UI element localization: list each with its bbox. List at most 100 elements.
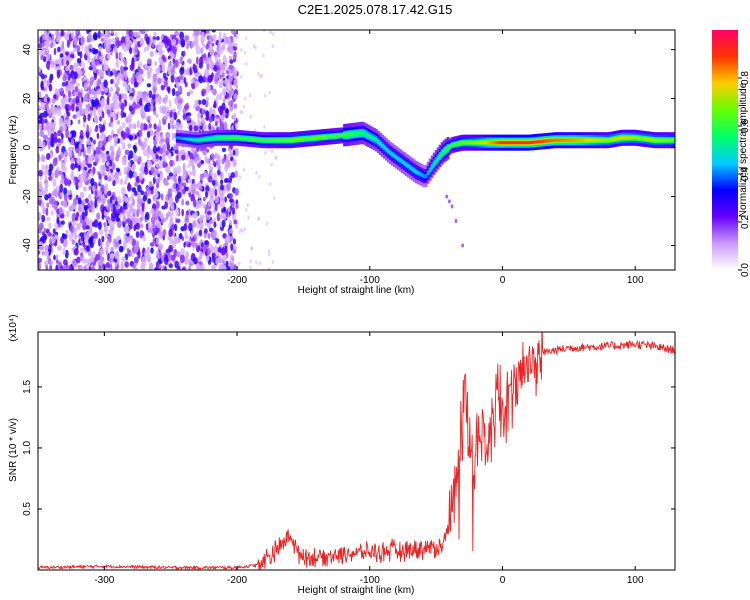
spectrogram-noise-cell [91,264,95,270]
spectrogram-noise-cell [126,217,131,225]
spectrogram-noise-cell [257,71,260,76]
spectrogram-noise-cell [156,146,160,152]
spectrogram-ridge-cell [623,136,627,140]
spectrogram-ridge-cell [428,167,432,172]
spectrogram-noise-cell [170,254,176,261]
spectrogram-noise-cell [206,215,211,220]
spectrogram-noise-cell [146,83,152,88]
spectrogram-ridge-cell [373,137,376,142]
spectrogram-noise-cell [109,51,113,56]
spectrogram-noise-cell [41,42,45,48]
spectrogram-noise-cell [136,202,141,212]
spectrogram-noise-cell [55,234,58,240]
spectrogram-noise-cell [155,207,159,216]
spectrogram-ridge-cell [442,149,446,154]
spectrogram-noise-cell [65,229,69,236]
spectrogram-noise-cell [77,91,83,98]
spectrogram-noise-cell [79,50,83,59]
spectrogram-noise-cell [212,88,217,96]
spectrogram-noise-cell [155,113,159,119]
spectrogram-noise-cell [111,37,116,44]
spectrogram-noise-cell [266,221,269,226]
spectrogram-noise-cell [207,247,211,256]
spectrogram-noise-cell [215,238,220,244]
spectrogram-noise-cell [99,247,105,256]
spectrogram-noise-cell [134,43,139,53]
spectrogram-noise-cell [158,65,161,73]
spectrogram-noise-cell [209,49,214,56]
spectrogram-noise-cell [193,30,199,37]
spectrogram-noise-cell [105,262,110,269]
spectrogram-ridge-cell [285,138,289,142]
spectrogram-noise-cell [62,233,66,238]
snr-frame [37,331,676,571]
spectrogram-streak-cell [454,219,458,224]
spectrogram-noise-cell [185,200,190,206]
spectrogram-ridge-cell [615,137,619,141]
spectrogram-noise-cell [83,114,87,123]
spectrogram-noise-cell [190,230,194,239]
spectrogram-noise-cell [183,223,188,231]
spectrogram-noise-cell [48,192,52,198]
spectrogram-noise-cell [210,171,214,177]
spectrogram-noise-cell [122,142,126,150]
spectrogram-ridge-cell [175,136,179,140]
spectrogram-noise-cell [74,161,78,168]
spectrogram-noise-cell [214,152,218,158]
spectrogram-noise-cell [189,124,193,132]
spectrogram-noise-cell [186,91,191,97]
spectrogram-noise-cell [94,199,97,209]
spectrogram-noise-cell [138,172,143,181]
spectrogram-ridge-cell [649,138,653,142]
spectrogram-noise-cell [147,144,151,154]
spectrogram-ridge-cell [199,138,203,142]
spectrogram-noise-cell [41,214,46,223]
spectrogram-ridge-cell [245,137,249,141]
spectrogram-noise-cell [129,64,135,71]
spectrogram-noise-cell [216,93,220,101]
spectrogram-noise-cell [127,154,131,161]
spectrogram-noise-cell [38,257,42,263]
spectrogram-noise-cell [271,44,275,49]
spectrogram-noise-cell [47,63,50,71]
spectrogram-noise-cell [101,97,105,106]
spectrogram-noise-cell [229,198,234,203]
spectrogram-noise-cell [108,122,112,128]
spectrogram-noise-cell [75,82,80,87]
spectrogram-noise-cell [211,188,215,197]
spectrogram-ridge-cell [524,141,528,145]
spectrogram-noise-cell [110,246,114,252]
spectrogram-noise-cell [144,137,148,142]
spectrogram-noise-cell [129,235,133,245]
spectrogram-noise-cell [125,234,130,244]
snr-data [38,332,675,570]
spectrogram-ridge-cell [237,136,241,140]
spectrogram-noise-cell [166,142,171,151]
spectrogram-noise-cell [80,108,85,114]
spectrogram-noise-cell [208,115,213,123]
spectrogram-noise-cell [92,32,98,41]
spectrogram-noise-cell [86,55,91,64]
spectrogram-noise-cell [129,220,133,230]
spectrogram-ridge-cell [359,131,362,136]
spectrogram-noise-cell [208,175,213,183]
spectrogram-noise-cell [169,159,174,167]
spectrogram-noise-cell [88,237,93,244]
spectrogram-noise-cell [101,197,106,205]
spectrogram-noise-cell [77,204,83,213]
spectrogram-y-tick-label: -20 [22,189,33,204]
spectrogram-ridge-cell [584,138,587,142]
spectrogram-noise-cell [77,164,81,172]
spectrogram-noise-cell [40,73,45,80]
spectrogram-noise-cell [83,82,88,92]
spectrogram-noise-cell [38,213,42,219]
spectrogram-noise-cell [55,259,59,264]
spectrogram-noise-cell [91,57,95,65]
spectrogram-noise-cell [117,146,121,156]
spectrogram-noise-cell [155,200,160,209]
spectrogram-noise-cell [170,74,175,83]
spectrogram-noise-cell [122,58,126,64]
spectrogram-noise-cell [133,171,137,178]
spectrogram-noise-cell [110,122,114,128]
spectrogram-ridge-cell [558,138,561,142]
